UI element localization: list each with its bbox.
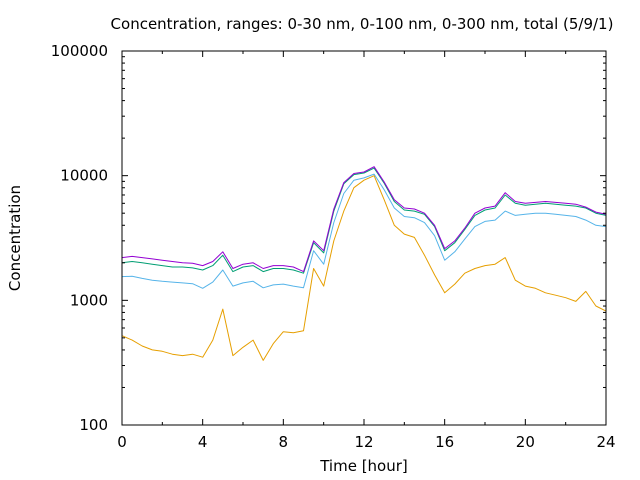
y-axis: 100 1000 10000 100000 [51, 42, 606, 434]
series-line-2 [121, 173, 607, 289]
x-tick-label: 4 [198, 433, 208, 451]
y-tick-label: 1000 [70, 291, 108, 309]
series-line-4 [121, 166, 607, 273]
x-tick-label: 0 [117, 433, 127, 451]
x-tick-label: 8 [279, 433, 289, 451]
series-line-3 [121, 167, 607, 274]
chart-title: Concentration, ranges: 0-30 nm, 0-100 nm… [111, 15, 614, 33]
x-axis-label: Time [hour] [319, 457, 408, 475]
x-tick-label: 12 [354, 433, 373, 451]
plot-lines [121, 166, 607, 361]
y-axis-label: Concentration [6, 185, 24, 291]
x-tick-label: 20 [516, 433, 535, 451]
series-line-1 [121, 175, 607, 361]
x-axis: 0 4 8 12 16 20 24 [117, 51, 616, 451]
y-tick-label: 100 [79, 416, 108, 434]
plot-frame [121, 50, 607, 426]
x-tick-label: 16 [435, 433, 454, 451]
x-tick-label: 24 [596, 433, 615, 451]
y-tick-label: 10000 [60, 167, 108, 185]
y-tick-label: 100000 [51, 42, 108, 60]
